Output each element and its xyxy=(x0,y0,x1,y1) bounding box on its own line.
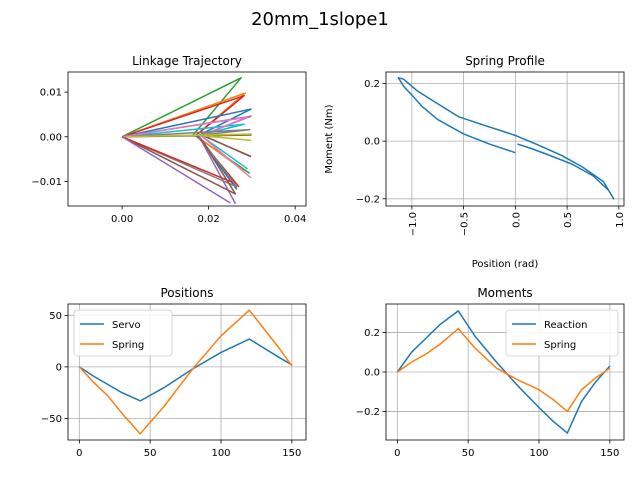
positions-legend-label: Servo xyxy=(112,320,141,331)
positions-legend: Servo Spring xyxy=(73,309,173,357)
moments-legend: Reaction Spring xyxy=(505,309,619,357)
positions-series-line-servo xyxy=(78,338,293,402)
spring_profile-axes-frame xyxy=(385,71,625,207)
spring_profile-y-tick-label: −0.2 xyxy=(356,194,380,205)
trajectory-series-line-6 xyxy=(121,116,252,179)
positions-y-tick-label: 0 xyxy=(56,362,62,373)
positions-title: Positions xyxy=(161,286,214,300)
positions-y-tick-label: 50 xyxy=(49,311,62,322)
spring_profile-x-tick-label: −1.0 xyxy=(408,212,419,236)
positions-x-tick-label: 0 xyxy=(76,448,82,459)
moments-y-tick-label: 0.2 xyxy=(364,328,380,339)
moments-series-line-spring xyxy=(396,327,611,413)
positions-series-line-spring xyxy=(78,309,293,435)
trajectory-title: Linkage Trajectory xyxy=(132,54,242,68)
spring_profile-x-tick-label: −0.5 xyxy=(460,212,471,236)
moments-x-tick-label: 50 xyxy=(462,448,475,459)
trajectory-series-line-11 xyxy=(121,136,237,195)
positions-panel: 0 50 100 150 −50 0 50 Positions Servo Spring xyxy=(41,286,307,459)
spring_profile-panel: −1.0 −0.5 0.0 0.5 1.0 −0.2 0.0 0.2 Spring Profil… xyxy=(324,54,626,270)
trajectory-axes-frame xyxy=(67,71,307,207)
moments-title: Moments xyxy=(477,286,532,300)
positions-y-tick-label: −50 xyxy=(41,414,62,425)
moments-x-tick-label: 100 xyxy=(529,448,548,459)
trajectory-series-line-12 xyxy=(121,136,233,184)
trajectory-y-tick-label: 0.01 xyxy=(40,88,62,99)
trajectory-x-tick-label: 0.02 xyxy=(198,214,220,225)
trajectory-series-line-13 xyxy=(121,136,231,204)
trajectory-series-line-10 xyxy=(121,136,238,188)
positions-x-tick-label: 150 xyxy=(282,448,301,459)
figure-title: 20mm_1slope1 xyxy=(251,9,389,30)
moments-y-tick-label: 0.0 xyxy=(364,368,380,379)
trajectory-panel: 0.00 0.02 0.04 −0.01 0.00 0.01 Linkage Traject… xyxy=(31,54,307,225)
moments-x-tick-label: 0 xyxy=(394,448,400,459)
spring_profile-x-tick-label: 0.5 xyxy=(563,212,574,228)
spring_profile-x-axis-label: Position (rad) xyxy=(472,259,539,270)
spring_profile-x-tick-label: 0.0 xyxy=(511,212,522,228)
positions-axes-frame xyxy=(67,303,307,441)
spring_profile-y-tick-label: 0.0 xyxy=(364,137,380,148)
spring_profile-plot-area xyxy=(386,72,624,206)
trajectory-x-tick-label: 0.00 xyxy=(111,214,133,225)
trajectory-y-tick-label: −0.01 xyxy=(31,177,62,188)
trajectory-plot-area xyxy=(68,72,306,206)
spring_profile-title: Spring Profile xyxy=(465,54,545,68)
moments-legend-label: Reaction xyxy=(544,320,587,331)
positions-legend-label: Spring xyxy=(112,340,144,351)
positions-x-tick-label: 50 xyxy=(144,448,157,459)
trajectory-y-tick-label: 0.00 xyxy=(40,132,62,143)
moments-x-tick-label: 150 xyxy=(600,448,619,459)
moments-legend-label: Spring xyxy=(544,340,576,351)
positions-x-tick-label: 100 xyxy=(211,448,230,459)
trajectory-series-line-9 xyxy=(122,133,252,142)
trajectory-series-line-5 xyxy=(122,123,249,170)
spring_profile-y-axis-label: Moment (Nm) xyxy=(324,104,335,173)
trajectory-x-tick-label: 0.04 xyxy=(284,214,306,225)
moments-y-tick-label: −0.2 xyxy=(356,407,380,418)
moments-panel: 0 50 100 150 −0.2 0.0 0.2 Moments Reaction Spring xyxy=(356,286,625,459)
spring_profile-series-line-0 xyxy=(397,77,615,200)
spring_profile-x-tick-label: 1.0 xyxy=(615,212,626,228)
spring_profile-y-tick-label: 0.2 xyxy=(364,79,380,90)
trajectory-series-line-3 xyxy=(121,108,252,190)
